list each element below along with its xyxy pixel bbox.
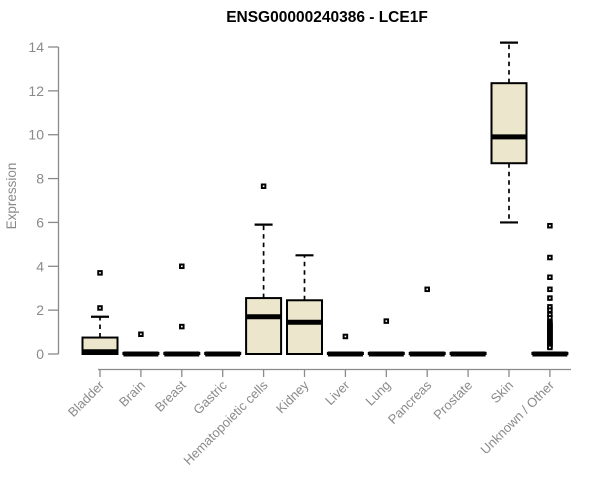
- outlier-point-center: [549, 313, 551, 316]
- outlier-point-center: [426, 288, 428, 291]
- outlier-point-center: [99, 307, 101, 309]
- outlier-point-center: [549, 309, 551, 311]
- x-tick-label-liver: Liver: [322, 377, 353, 408]
- x-tick-label-bladder: Bladder: [65, 377, 108, 420]
- chart-title: ENSG00000240386 - LCE1F: [226, 9, 428, 26]
- box: [245, 297, 283, 356]
- outlier-point-center: [549, 256, 551, 259]
- y-tick-label: 14: [28, 39, 44, 55]
- outlier-point-center: [262, 185, 265, 188]
- y-tick-label: 2: [36, 302, 44, 318]
- outlier-point-center: [549, 317, 551, 319]
- x-tick-label-lung: Lung: [362, 378, 393, 409]
- box-group-breast: [163, 263, 201, 357]
- box-group-bladder: [81, 270, 119, 355]
- outlier-point-center: [549, 276, 551, 279]
- box-group-brain: [122, 331, 160, 357]
- box-group-skin: [490, 41, 528, 224]
- outlier-point-center: [549, 297, 551, 299]
- y-tick-label: 8: [36, 171, 44, 187]
- outlier-point-center: [181, 325, 183, 328]
- x-tick-label-unknown-other: Unknown / Other: [477, 377, 557, 457]
- box: [286, 299, 323, 355]
- y-tick-label: 6: [36, 214, 44, 230]
- box-group-liver: [326, 333, 364, 357]
- x-tick-label-brain: Brain: [116, 378, 148, 410]
- y-tick-label: 12: [28, 83, 44, 99]
- box: [490, 82, 528, 165]
- outlier-point-center: [549, 306, 551, 308]
- plot-area: [81, 41, 569, 357]
- box-group-kidney: [286, 254, 323, 355]
- x-tick-label-pancreas: Pancreas: [385, 377, 435, 427]
- box-group-gastric: [204, 351, 242, 357]
- outlier-point-center: [385, 320, 388, 322]
- outlier-point-center: [140, 333, 142, 336]
- outlier-point-center: [549, 224, 551, 227]
- box-group-unknown-other: [531, 222, 569, 357]
- outlier-point-center: [99, 272, 101, 274]
- y-tick-label: 4: [36, 258, 44, 274]
- y-tick-label: 10: [28, 127, 44, 143]
- box-group-lung: [367, 318, 405, 357]
- outlier-point-center: [181, 265, 183, 268]
- y-tick-label: 0: [36, 346, 44, 362]
- box-group-pancreas: [408, 286, 446, 357]
- x-tick-label-prostate: Prostate: [430, 378, 475, 423]
- x-tick-label-skin: Skin: [488, 378, 516, 406]
- outlier-point-center: [549, 346, 551, 349]
- box-group-prostate: [449, 351, 487, 357]
- x-tick-label-breast: Breast: [152, 377, 189, 414]
- y-axis: 0 2 4 6 8 10 12 14: [28, 39, 60, 362]
- outlier-point-center: [344, 335, 347, 338]
- y-axis-label: Expression: [4, 163, 19, 230]
- x-tick-label-gastric: Gastric: [190, 377, 230, 417]
- box-group-hematopoietic-cells: [245, 183, 283, 356]
- outlier-point-center: [549, 288, 551, 291]
- x-tick-label-kidney: Kidney: [273, 377, 312, 416]
